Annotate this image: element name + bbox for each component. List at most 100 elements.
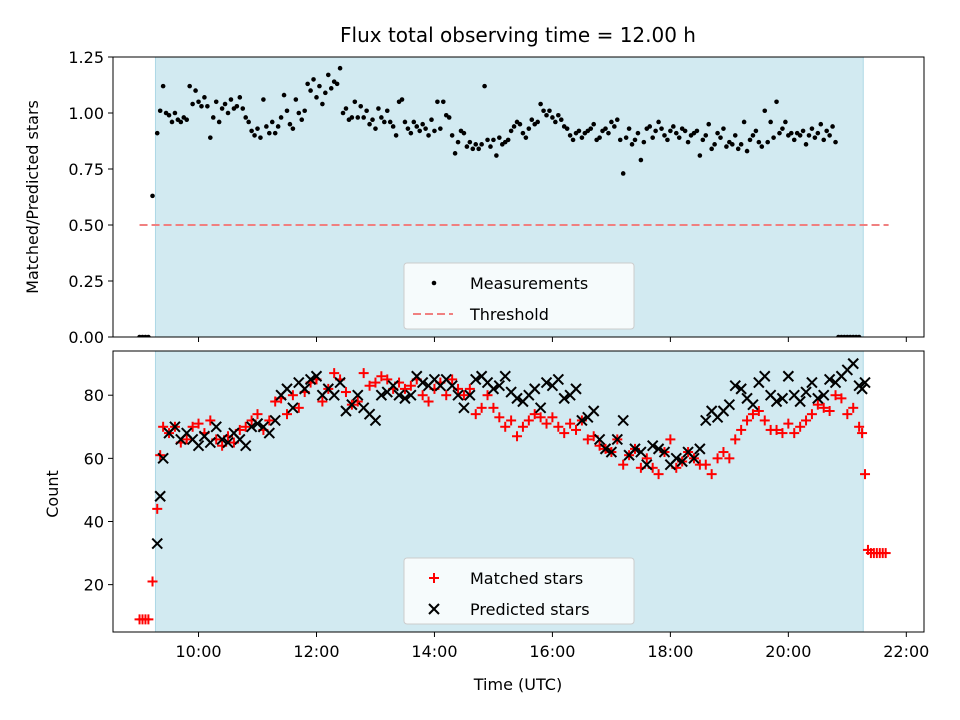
predicted-stars-point xyxy=(464,389,476,401)
measurements-point xyxy=(777,130,782,136)
matched-stars-point xyxy=(795,421,806,432)
predicted-stars-point xyxy=(310,370,323,382)
top-y-tick-label: 0.50 xyxy=(68,216,104,235)
measurements-point xyxy=(196,99,201,105)
measurements-point xyxy=(700,137,706,143)
matched-stars-point xyxy=(789,428,800,439)
measurements-point xyxy=(358,103,364,109)
measurements-point xyxy=(538,101,543,107)
predicted-stars-point xyxy=(222,436,234,449)
measurements-point xyxy=(556,112,561,118)
matched-stars-point xyxy=(857,428,868,439)
predicted-stars-point xyxy=(452,389,464,401)
matched-stars-point xyxy=(860,469,871,480)
top-plot-area xyxy=(137,65,889,337)
measurements-point xyxy=(550,115,555,120)
x-tick-label: 12:00 xyxy=(293,642,339,661)
measurements-point xyxy=(523,135,529,140)
predicted-stars-point xyxy=(154,490,166,502)
measurements-point xyxy=(774,99,779,105)
measurements-point xyxy=(364,108,369,114)
measurements-point xyxy=(187,83,192,89)
measurements-point xyxy=(169,119,175,125)
matched-stars-point xyxy=(287,390,298,401)
measurements-point xyxy=(334,81,340,87)
predicted-stars-point xyxy=(334,376,346,389)
measurements-point xyxy=(730,142,735,147)
matched-stars-point xyxy=(718,447,729,458)
measurements-point xyxy=(408,130,414,136)
measurements-point xyxy=(511,124,517,129)
predicted-stars-point xyxy=(823,373,836,386)
matched-stars-point xyxy=(317,396,328,407)
measurements-point xyxy=(464,144,470,149)
measurements-point xyxy=(281,92,287,98)
predicted-stars-point xyxy=(493,380,506,392)
predicted-stars-point xyxy=(806,376,818,389)
measurements-point xyxy=(172,110,178,116)
matched-stars-point xyxy=(270,396,281,407)
bottom-legend-label: Matched stars xyxy=(470,569,583,588)
predicted-stars-point xyxy=(245,421,258,433)
measurements-point xyxy=(780,126,785,131)
measurements-point xyxy=(249,128,254,134)
measurements-point xyxy=(390,124,396,129)
top-y-tick-label: 0.00 xyxy=(68,328,104,347)
matched-stars-point xyxy=(181,434,192,445)
matched-stars-point xyxy=(801,415,812,426)
measurements-point xyxy=(750,133,756,138)
matched-stars-point xyxy=(653,469,664,480)
matched-stars-point xyxy=(340,387,351,398)
matched-stars-point xyxy=(517,421,528,432)
x-tick-label: 22:00 xyxy=(883,642,929,661)
predicted-stars-point xyxy=(611,433,624,446)
predicted-stars-point xyxy=(759,370,771,382)
measurements-point xyxy=(617,137,623,143)
top-y-tick-label: 0.25 xyxy=(68,272,104,291)
measurements-point xyxy=(535,119,540,125)
predicted-stars-point xyxy=(570,383,582,395)
measurements-point xyxy=(323,90,328,96)
matched-stars-point xyxy=(747,409,758,420)
measurements-point xyxy=(296,110,302,116)
matched-stars-point xyxy=(293,402,304,413)
matched-stars-point xyxy=(541,418,552,429)
matched-stars-point xyxy=(252,409,263,420)
predicted-stars-point xyxy=(192,440,205,452)
measurements-point xyxy=(246,119,251,125)
predicted-stars-point xyxy=(298,383,311,395)
predicted-stars-point xyxy=(770,395,783,408)
measurements-point xyxy=(526,126,532,131)
measurements-point xyxy=(488,144,493,149)
predicted-stars-point xyxy=(629,443,641,455)
bottom-legend: Matched stars Predicted stars xyxy=(403,557,635,625)
predicted-stars-point xyxy=(856,383,868,395)
measurements-point xyxy=(508,128,514,134)
matched-stars-point xyxy=(147,576,158,587)
predicted-stars-point xyxy=(552,373,565,386)
predicted-stars-point xyxy=(794,395,806,408)
measurements-point xyxy=(788,130,794,136)
measurements-point xyxy=(738,142,744,147)
chart-title: Flux total observing time = 12.00 h xyxy=(340,23,696,47)
predicted-stars-point xyxy=(416,376,429,389)
top-legend: Measurements Threshold xyxy=(403,262,635,330)
matched-stars-point xyxy=(565,418,576,429)
measurements-point xyxy=(756,139,762,145)
measurements-point xyxy=(432,128,437,134)
matched-stars-point xyxy=(553,421,564,432)
measurements-point xyxy=(570,137,576,143)
bottom-panel: 20 40 60 80 10:00 12:00 14:00 16:00 18:00 20:00 22… xyxy=(84,350,929,661)
matched-stars-point xyxy=(836,393,847,404)
measurements-point xyxy=(626,126,632,131)
measurements-point xyxy=(193,88,198,93)
measurements-point xyxy=(166,112,172,118)
measurements-point xyxy=(216,119,222,125)
top-legend-label: Threshold xyxy=(469,305,549,324)
matched-stars-point xyxy=(470,409,481,420)
measurements-point xyxy=(485,137,490,143)
measurements-point xyxy=(205,103,210,109)
legend-matched-marker xyxy=(429,573,439,583)
matched-stars-point xyxy=(376,371,387,382)
measurements-point xyxy=(724,144,729,149)
